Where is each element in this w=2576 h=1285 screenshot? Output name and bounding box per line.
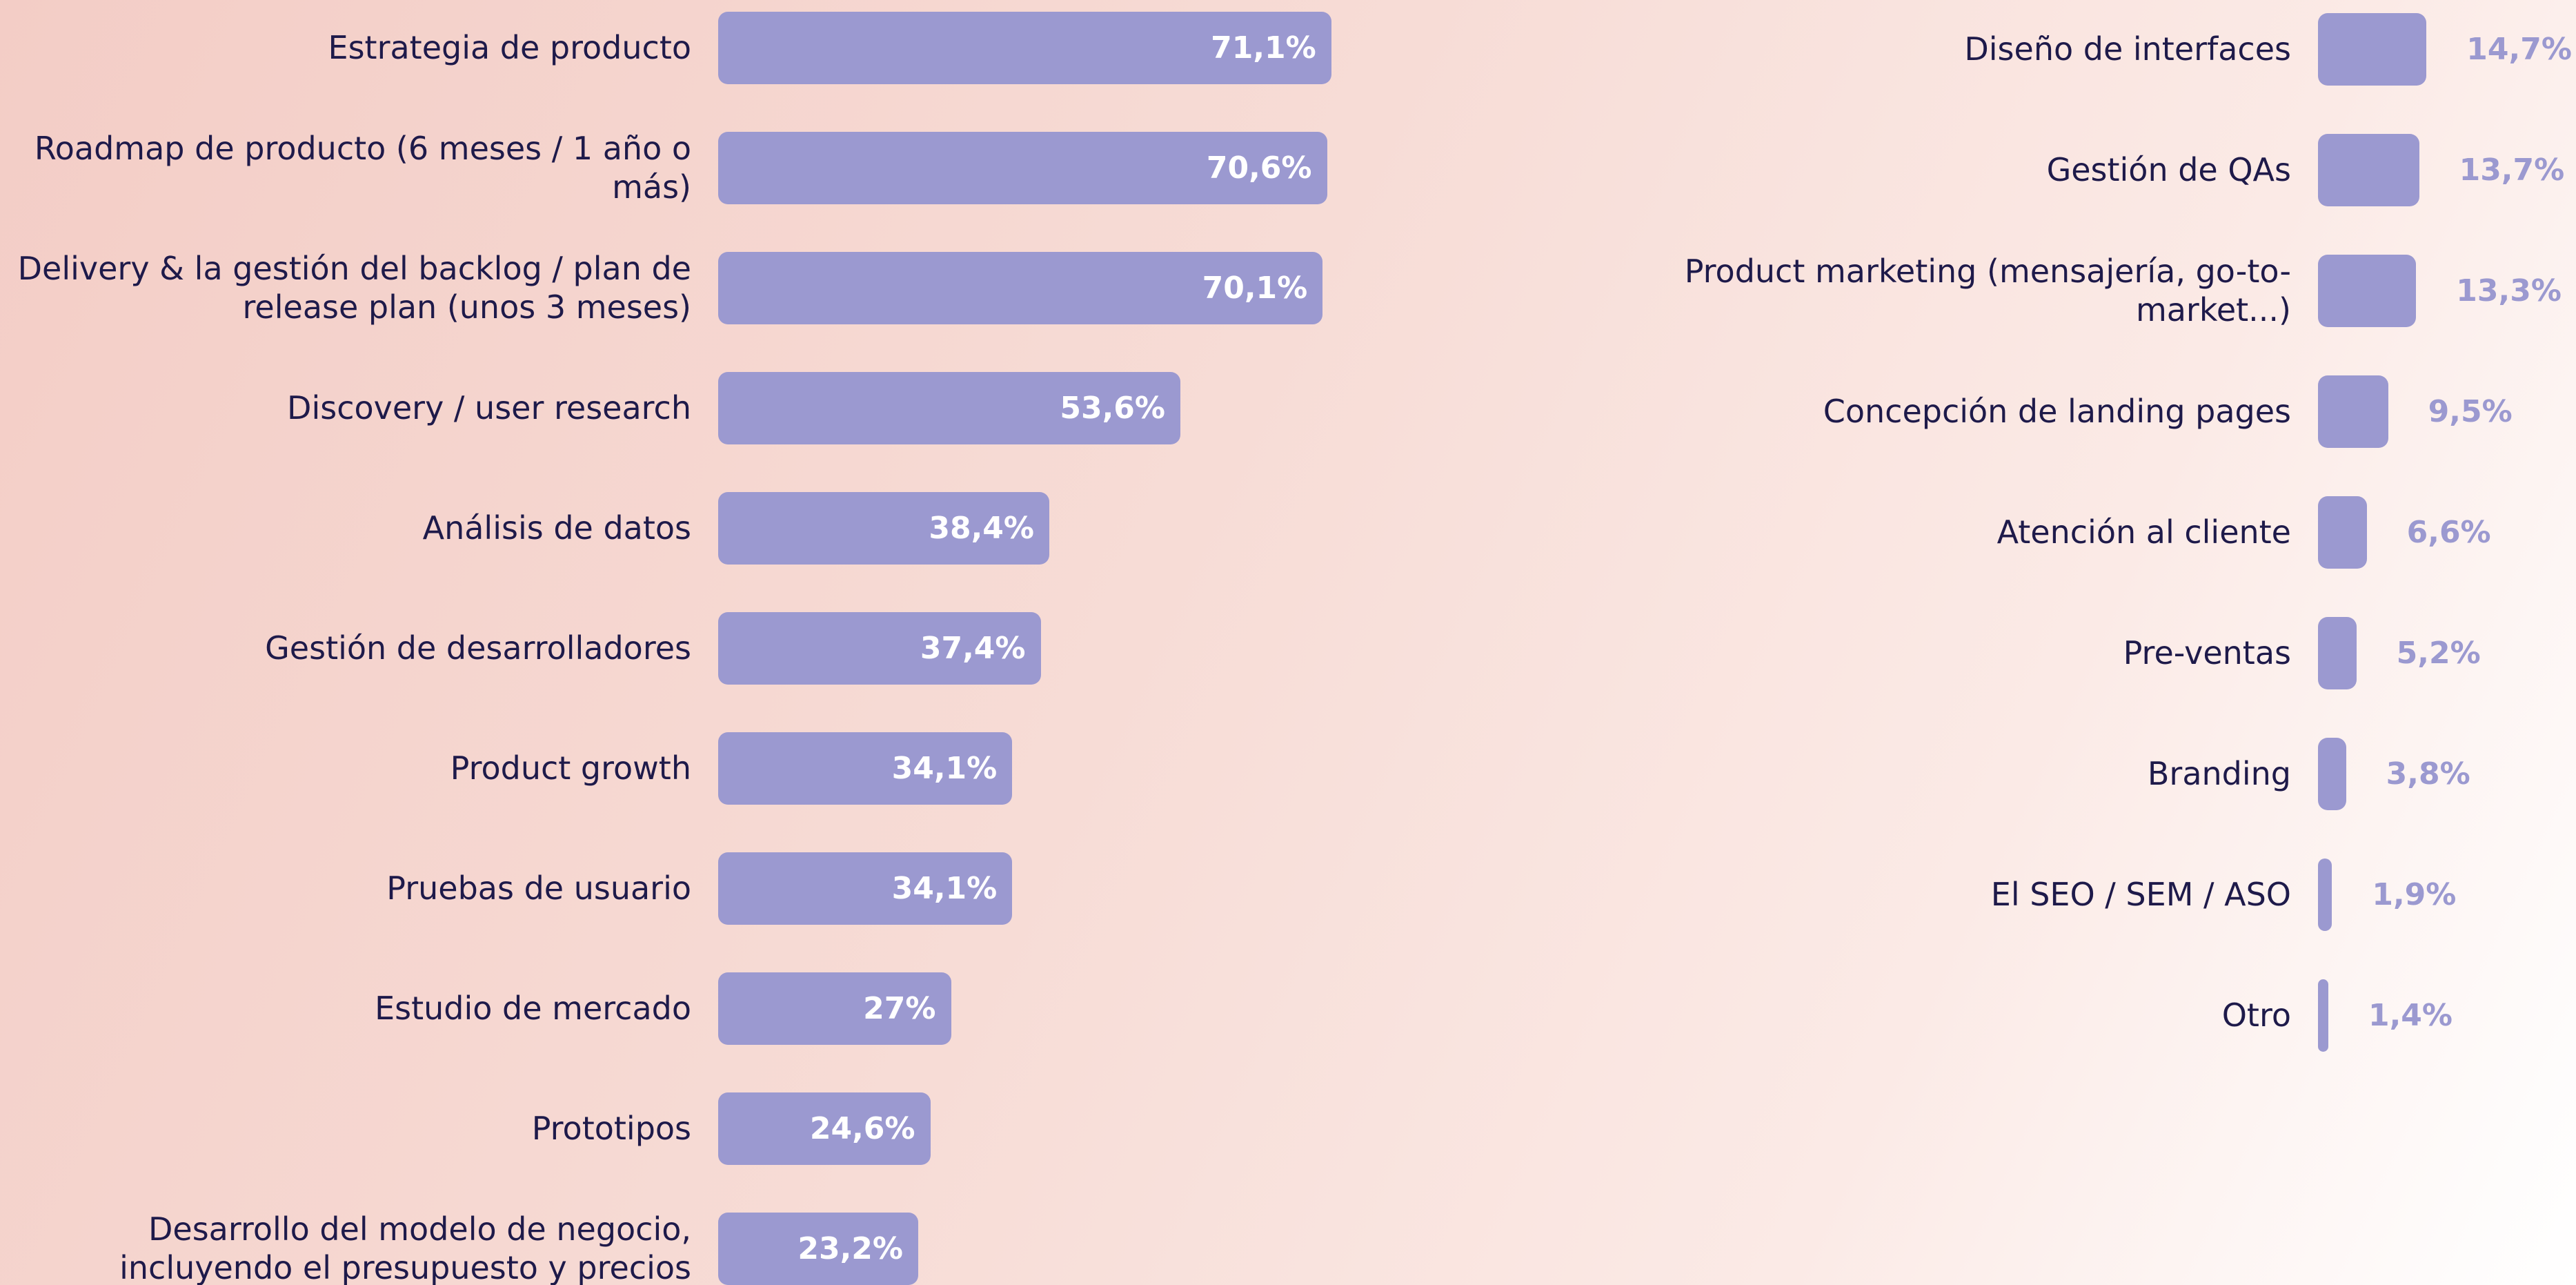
bar <box>2318 979 2328 1052</box>
category-label: Discovery / user research <box>287 389 691 426</box>
bar <box>2318 133 2419 206</box>
value-label: 24,6% <box>809 1110 915 1146</box>
value-label: 1,9% <box>2372 876 2457 912</box>
category-label: Estrategia de producto <box>328 29 691 66</box>
value-label: 34,1% <box>891 750 998 786</box>
category-label: Otro <box>2221 997 2291 1034</box>
category-label: Prototipos <box>531 1110 691 1147</box>
category-label: Roadmap de producto (6 meses / 1 año o m… <box>34 130 691 206</box>
value-label: 13,7% <box>2459 152 2565 188</box>
category-label: Diseño de interfaces <box>1964 30 2291 68</box>
bar <box>2318 496 2367 569</box>
category-label: Atención al cliente <box>1997 513 2291 551</box>
bar <box>2318 254 2417 327</box>
category-label: Concepción de landing pages <box>1823 393 2291 430</box>
category-label: Gestión de QAs <box>2046 151 2291 188</box>
category-label: Estudio de mercado <box>375 990 691 1027</box>
value-label: 5,2% <box>2396 635 2481 671</box>
bar <box>718 732 1013 805</box>
category-label: Pre-ventas <box>2123 634 2291 671</box>
category-label: El SEO / SEM / ASO <box>1990 876 2291 913</box>
bar <box>718 1212 918 1285</box>
category-label: Branding <box>2147 755 2291 792</box>
value-label: 9,5% <box>2428 393 2513 429</box>
value-label: 70,6% <box>1206 150 1312 186</box>
value-label: 38,4% <box>929 510 1034 546</box>
bar <box>718 251 1323 324</box>
bar <box>2318 375 2388 448</box>
category-label: Gestión de desarrolladores <box>265 629 691 667</box>
value-label: 1,4% <box>2368 997 2453 1033</box>
value-label: 3,8% <box>2386 756 2470 792</box>
value-label: 71,1% <box>1211 30 1316 66</box>
bar <box>718 491 1049 565</box>
value-label: 23,2% <box>797 1230 903 1266</box>
value-label: 6,6% <box>2406 514 2491 550</box>
bar <box>718 611 1041 685</box>
category-label: Product marketing (mensajería, go-to-mar… <box>1684 253 2291 328</box>
bar <box>718 131 1327 204</box>
bar <box>2318 858 2332 931</box>
category-label: Desarrollo del modelo de negocio, incluy… <box>119 1210 691 1285</box>
bar <box>718 11 1331 84</box>
value-label: 70,1% <box>1202 270 1308 306</box>
bar <box>2318 737 2346 810</box>
bar <box>718 1092 931 1165</box>
value-label: 14,7% <box>2466 31 2572 67</box>
category-label: Análisis de datos <box>422 509 691 547</box>
bar <box>2318 12 2427 86</box>
bar <box>718 852 1013 925</box>
category-label: Pruebas de usuario <box>386 870 691 907</box>
value-label: 13,3% <box>2456 273 2562 308</box>
bar <box>718 371 1180 444</box>
value-label: 37,4% <box>920 630 1026 666</box>
value-label: 34,1% <box>891 870 998 906</box>
category-label: Delivery & la gestión del backlog / plan… <box>17 250 691 326</box>
bar <box>718 972 951 1045</box>
category-label: Product growth <box>450 749 691 787</box>
value-label: 27% <box>863 990 936 1026</box>
bar <box>2318 616 2357 689</box>
value-label: 53,6% <box>1060 390 1165 426</box>
